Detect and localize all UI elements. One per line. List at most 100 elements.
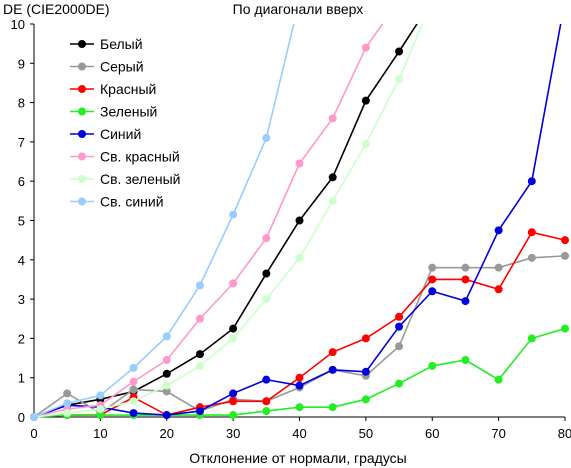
legend-marker — [78, 175, 86, 183]
series-Серый — [30, 251, 569, 421]
legend-label: Красный — [100, 81, 156, 97]
series-line — [33, 24, 424, 418]
y-tick-label: 1 — [18, 371, 25, 386]
data-point — [63, 399, 72, 408]
y-axis-label: DE (CIE2000DE) — [3, 1, 110, 17]
data-point — [295, 403, 304, 412]
x-tick-label: 30 — [226, 426, 240, 441]
legend-item: Св. синий — [70, 194, 164, 210]
legend-marker — [78, 130, 86, 138]
legend-item: Белый — [70, 36, 143, 52]
data-point — [295, 216, 304, 225]
data-point — [195, 281, 204, 290]
data-point — [262, 133, 271, 142]
data-point — [494, 263, 503, 272]
data-point — [162, 332, 171, 341]
data-point — [395, 0, 403, 4]
data-point — [229, 334, 238, 343]
data-point — [96, 391, 105, 400]
y-tick-label: 6 — [18, 174, 25, 189]
data-point — [162, 381, 171, 390]
data-point — [428, 0, 436, 4]
y-tick-label: 2 — [18, 331, 25, 346]
data-point — [361, 96, 370, 105]
data-point — [129, 385, 138, 394]
data-point — [428, 275, 437, 284]
data-point — [162, 387, 171, 396]
legend-item: Св. зеленый — [70, 171, 180, 187]
data-point — [328, 403, 337, 412]
legend-label: Белый — [100, 36, 143, 52]
x-tick-label: 0 — [30, 426, 37, 441]
y-tick-label: 8 — [18, 96, 25, 111]
data-point — [262, 269, 271, 278]
legend-label: Синий — [100, 126, 141, 142]
data-point — [195, 350, 204, 359]
legend-item: Серый — [70, 59, 144, 75]
legend-marker — [78, 62, 86, 71]
legend-marker — [78, 197, 86, 206]
data-point — [361, 367, 370, 376]
data-point — [229, 411, 238, 420]
series-line — [33, 24, 418, 418]
data-point — [428, 361, 437, 370]
legend: Белый Серый Красный Зеленый Синий Св. красный… — [70, 36, 180, 210]
data-point — [395, 322, 404, 331]
x-tick-label: 20 — [160, 426, 174, 441]
legend-label: Св. синий — [100, 194, 164, 210]
data-point — [262, 234, 271, 243]
data-point — [461, 356, 470, 365]
series-line — [33, 24, 295, 418]
data-point — [295, 159, 304, 168]
data-point — [262, 375, 271, 384]
legend-label: Серый — [100, 59, 144, 75]
data-point — [229, 324, 238, 333]
data-point — [295, 373, 304, 382]
data-point — [561, 324, 569, 333]
data-point — [129, 363, 138, 372]
data-point — [428, 287, 437, 296]
x-tick-label: 50 — [359, 426, 373, 441]
y-tick-label: 10 — [11, 17, 25, 32]
data-point — [494, 285, 503, 294]
data-point — [162, 356, 171, 365]
data-point — [229, 397, 238, 406]
data-point — [328, 114, 337, 123]
x-tick-label: 60 — [425, 426, 439, 441]
legend-marker — [78, 40, 86, 48]
data-point — [195, 361, 204, 370]
data-point — [262, 295, 271, 304]
data-point — [461, 275, 470, 284]
y-tick-label: 4 — [18, 253, 25, 268]
y-tick-label: 5 — [18, 214, 25, 229]
data-point — [395, 342, 404, 351]
data-point — [195, 314, 204, 323]
data-point — [361, 395, 370, 404]
x-tick-label: 70 — [491, 426, 505, 441]
data-point — [295, 253, 304, 262]
legend-label: Св. красный — [100, 149, 180, 165]
data-point — [361, 139, 370, 148]
legend-marker — [78, 152, 86, 161]
x-tick-label: 40 — [292, 426, 306, 441]
x-axis-label: Отклонение от нормали, градусы — [189, 450, 406, 466]
x-tick-label: 80 — [558, 426, 571, 441]
data-point — [328, 196, 337, 205]
data-point — [295, 381, 304, 390]
legend-marker — [78, 85, 86, 93]
data-point — [328, 365, 337, 374]
data-point — [461, 297, 470, 306]
data-point — [229, 279, 238, 288]
legend-item: Зеленый — [70, 104, 157, 120]
legend-item: Красный — [70, 81, 156, 97]
data-point — [63, 409, 72, 418]
legend-item: Св. красный — [70, 149, 180, 165]
series-Св. красный — [30, 0, 403, 421]
data-point — [129, 409, 138, 418]
data-point — [527, 253, 536, 262]
data-point — [328, 173, 337, 182]
data-point — [96, 405, 105, 414]
data-point — [461, 263, 470, 272]
chart-title: По диагонали вверх — [233, 1, 364, 17]
